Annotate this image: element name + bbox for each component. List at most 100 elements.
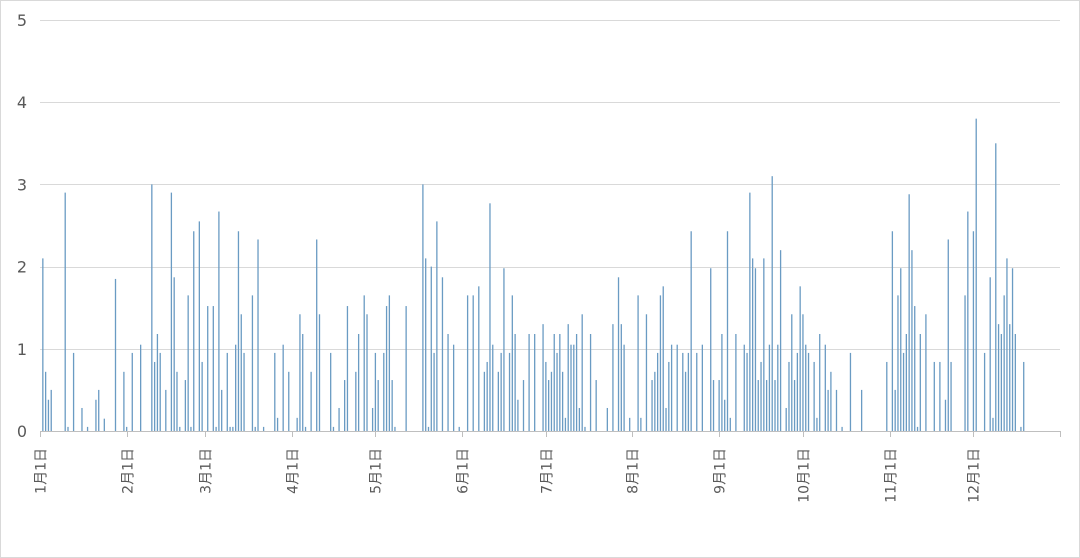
bar [559, 334, 561, 431]
bar [777, 344, 779, 431]
bar [925, 314, 927, 431]
x-axis: 1月1日 2月1日 3月1日 4月1日 5月1日 6月1日 7月1日 8月1日 9月1日 10月1… [34, 431, 1061, 503]
bar [916, 426, 919, 431]
bar [131, 352, 133, 431]
x-tick-label: 10月1日 [797, 448, 813, 503]
bar [729, 417, 731, 431]
bar [511, 295, 513, 431]
bar [466, 295, 469, 431]
bar [623, 344, 625, 431]
bar [933, 361, 935, 431]
bar [620, 324, 622, 431]
bar [503, 268, 505, 431]
bar [316, 239, 318, 431]
x-tick-label: 3月1日 [199, 448, 215, 494]
bar [914, 306, 916, 431]
bar [771, 176, 773, 431]
bar [514, 334, 516, 431]
bar [187, 295, 189, 431]
bar [721, 334, 723, 431]
bar [682, 352, 684, 431]
bar [472, 295, 474, 431]
bars [42, 118, 1025, 432]
bar [433, 352, 435, 431]
bar [229, 426, 231, 431]
bar [891, 231, 894, 431]
bar [173, 277, 175, 431]
bar [819, 334, 821, 431]
y-tick-label-2: 2 [17, 258, 27, 277]
bar [791, 314, 793, 431]
bar [422, 184, 424, 431]
bar [394, 426, 396, 431]
bar [517, 399, 519, 431]
bar [388, 295, 391, 431]
y-axis-labels: 0 1 2 3 4 5 [17, 11, 27, 441]
bar [344, 380, 346, 431]
bar [564, 417, 567, 431]
bar [207, 306, 209, 431]
bar [332, 426, 335, 431]
bar [584, 426, 586, 431]
bar [170, 192, 173, 431]
bar [662, 286, 664, 431]
bar [545, 361, 547, 431]
bar [640, 417, 642, 431]
bar [226, 352, 228, 431]
bar [374, 352, 377, 431]
bar [656, 352, 659, 431]
bar [114, 278, 117, 431]
bar [550, 371, 553, 431]
bar [1014, 334, 1016, 431]
bar [983, 352, 986, 431]
bar [995, 143, 997, 432]
bar [939, 361, 941, 431]
bar [212, 306, 214, 431]
bar [570, 344, 572, 431]
bar [232, 426, 234, 431]
bar [665, 407, 667, 431]
bar [670, 344, 673, 431]
bar [1023, 361, 1025, 431]
bar [193, 231, 195, 431]
bar [595, 380, 597, 431]
bar [975, 118, 977, 431]
bar [257, 239, 259, 431]
bar [763, 258, 765, 431]
bar [553, 334, 555, 431]
bar [299, 314, 301, 431]
bar [690, 231, 692, 431]
y-tick-label-1: 1 [17, 340, 27, 359]
bar [710, 268, 712, 431]
bar [492, 344, 494, 431]
bar [542, 324, 544, 431]
bar [190, 426, 192, 431]
bar [288, 371, 290, 431]
bar [908, 194, 910, 431]
bar [749, 192, 751, 431]
x-tick-label: 1月1日 [34, 448, 50, 494]
x-tick-label: 8月1日 [626, 448, 642, 494]
bar [849, 352, 852, 431]
bar [950, 361, 952, 431]
bar [712, 380, 715, 431]
bar [179, 426, 181, 431]
bar [123, 371, 125, 431]
bar [500, 352, 502, 431]
bar [304, 426, 307, 431]
bar [561, 371, 564, 431]
bar [165, 389, 167, 431]
bar [153, 361, 156, 431]
bar [338, 407, 340, 431]
bar [1000, 334, 1003, 431]
bar [47, 399, 50, 431]
bar [436, 221, 438, 431]
bar [151, 184, 153, 431]
bar [752, 258, 754, 431]
bar [1006, 258, 1008, 431]
bar [405, 306, 407, 431]
bar [835, 389, 838, 431]
bar [900, 268, 902, 431]
bar [964, 295, 966, 431]
